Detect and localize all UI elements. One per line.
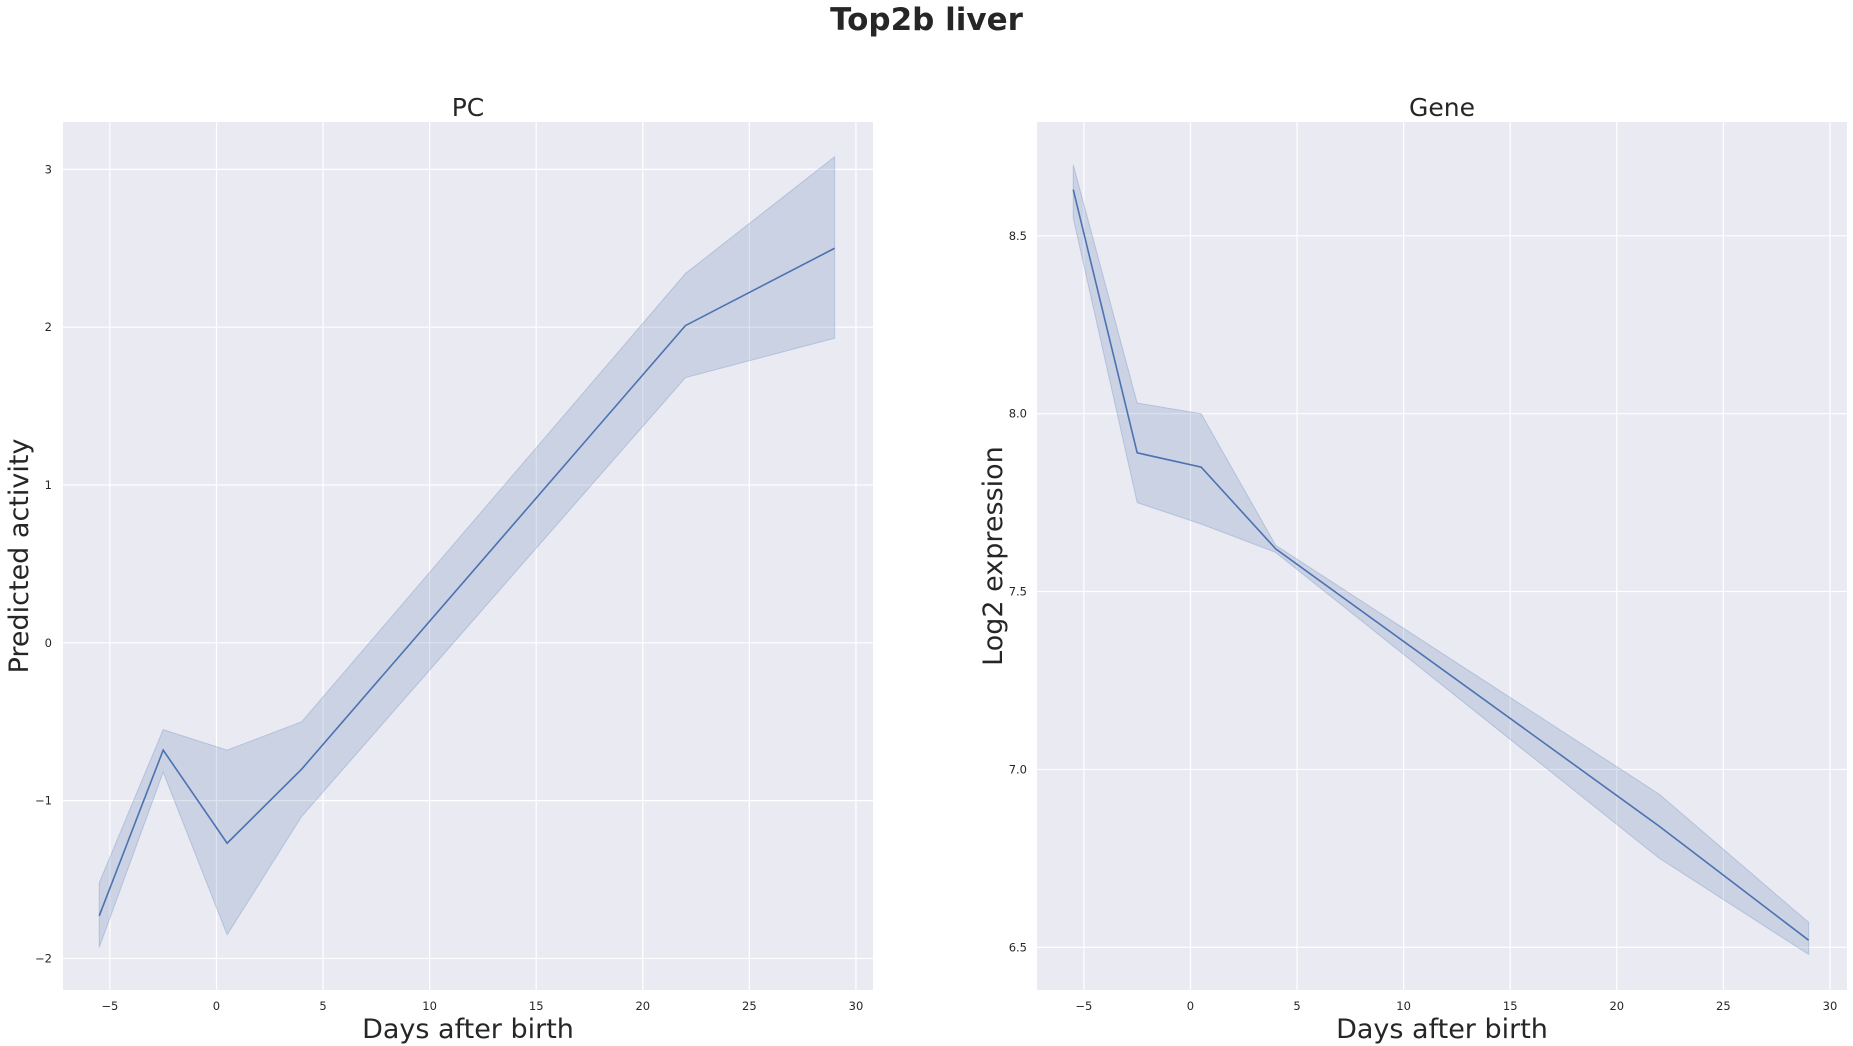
x-tick-label: 25 — [742, 999, 757, 1013]
x-tick-label: 0 — [213, 999, 220, 1013]
x-tick-label: 5 — [1293, 999, 1300, 1013]
y-tick-label: −2 — [35, 951, 52, 965]
x-tick-label: 15 — [1503, 999, 1518, 1013]
x-tick-label: 15 — [529, 999, 544, 1013]
panel-title: Gene — [1409, 93, 1475, 122]
y-tick-label: 8.0 — [1009, 407, 1027, 421]
series-line — [1072, 189, 1810, 941]
x-tick-label: 10 — [1396, 999, 1411, 1013]
x-tick-label: 25 — [1716, 999, 1731, 1013]
x-axis-label: Days after birth — [1336, 1014, 1548, 1045]
x-tick-label: 5 — [319, 999, 326, 1013]
series-line — [98, 247, 835, 917]
y-tick-label: 7.0 — [1009, 762, 1027, 776]
y-tick-label: 3 — [45, 162, 52, 176]
panel-pc: −5 0 5 10 15 20 25 30 −2 −1 0 1 2 3 PC Days after birth… — [4, 93, 873, 1045]
x-tick-label: 20 — [1609, 999, 1624, 1013]
x-tick-label: 30 — [1823, 999, 1838, 1013]
y-tick-label: 8.5 — [1009, 229, 1027, 243]
plot-area — [63, 122, 873, 990]
y-axis-label: Log2 expression — [978, 446, 1009, 666]
y-axis-label: Predicted activity — [4, 439, 35, 674]
figure-title: Top2b liver — [830, 2, 1023, 38]
x-tick-label: 20 — [635, 999, 650, 1013]
confidence-band — [98, 155, 836, 948]
plot-area — [1037, 122, 1847, 990]
y-tick-label: −1 — [35, 794, 52, 808]
y-tick-label: 7.5 — [1009, 585, 1027, 599]
x-tick-label: −5 — [1075, 999, 1092, 1013]
panel-gene: −5 0 5 10 15 20 25 30 6.5 7.0 7.5 8.0 8.5 Gene Days af… — [978, 93, 1847, 1045]
x-tick-label: 0 — [1187, 999, 1194, 1013]
x-tick-label: 10 — [422, 999, 437, 1013]
y-tick-label: 1 — [45, 478, 52, 492]
y-tick-label: 2 — [45, 320, 52, 334]
x-axis-label: Days after birth — [362, 1014, 574, 1045]
y-tick-label: 0 — [45, 636, 52, 650]
x-tick-label: 30 — [849, 999, 864, 1013]
x-tick-label: −5 — [101, 999, 118, 1013]
panel-title: PC — [452, 93, 485, 122]
confidence-band — [1072, 164, 1810, 956]
y-tick-label: 6.5 — [1009, 940, 1027, 954]
